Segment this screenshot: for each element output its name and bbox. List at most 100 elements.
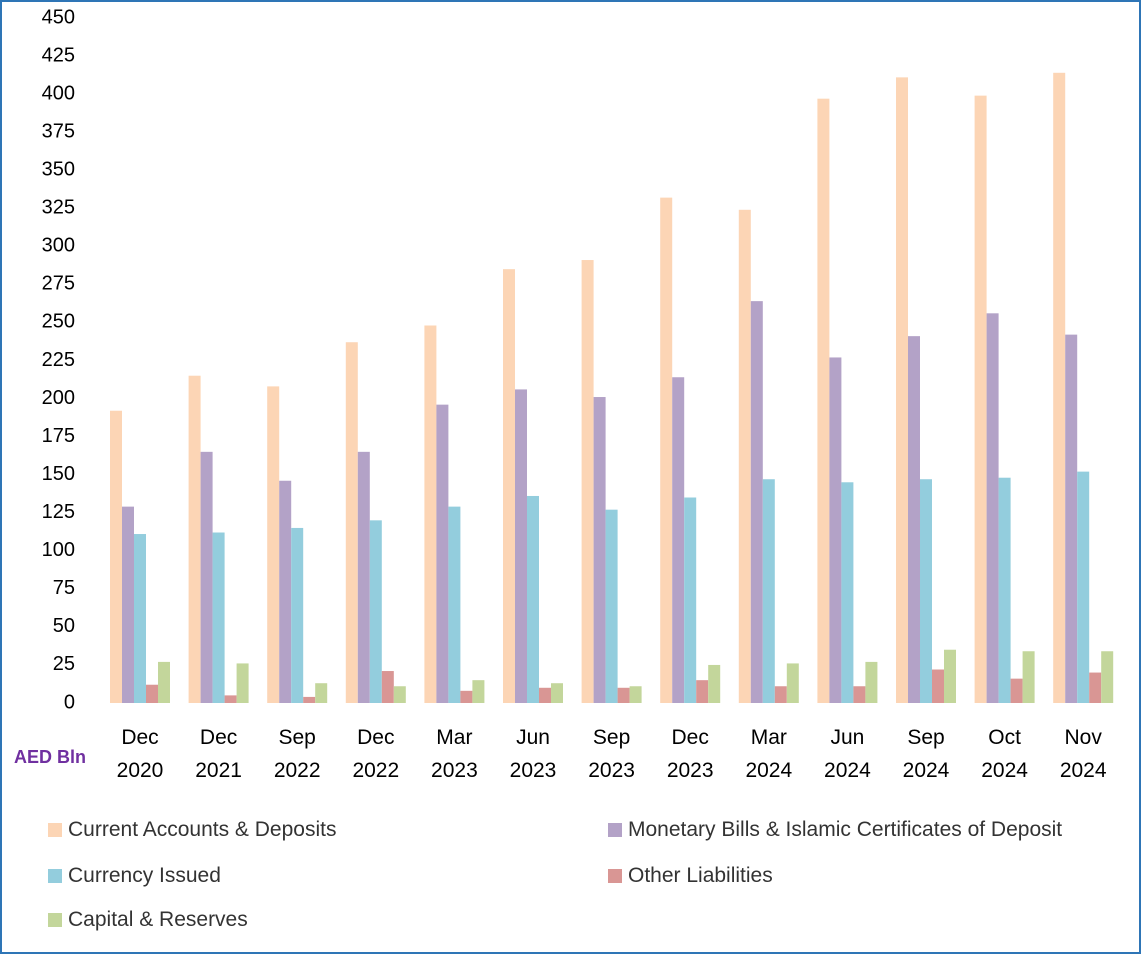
bar <box>381 671 394 703</box>
y-tick-label: 100 <box>42 539 75 561</box>
bar <box>393 686 406 703</box>
y-tick-label: 300 <box>42 235 75 257</box>
bar <box>853 686 866 703</box>
y-tick-label: 0 <box>64 691 75 713</box>
x-tick-label: Sep 2024 <box>902 726 950 782</box>
bar <box>817 98 830 703</box>
bar <box>762 479 775 703</box>
bar <box>436 404 449 703</box>
y-tick-label: 425 <box>42 44 75 66</box>
legend-item: Current Accounts & Deposits <box>48 818 336 842</box>
legend-label: Current Accounts & Deposits <box>68 818 337 841</box>
bar <box>841 482 854 703</box>
legend-item: Currency Issued <box>48 864 221 888</box>
y-tick-label: 150 <box>42 463 75 485</box>
bar <box>460 690 473 703</box>
y-tick-label: 400 <box>42 82 75 104</box>
bar <box>774 686 787 703</box>
bar <box>1010 678 1023 703</box>
bar <box>829 357 842 703</box>
x-tick-label: Jun 2023 <box>509 726 557 782</box>
bar <box>617 687 630 703</box>
y-tick-label: 350 <box>42 159 75 181</box>
bar <box>581 260 594 703</box>
bar <box>200 451 213 703</box>
bar <box>134 534 146 703</box>
y-axis-label: AED Bln <box>14 747 86 767</box>
bar <box>629 686 642 703</box>
legend-swatch <box>608 869 622 883</box>
legend-label: Capital & Reserves <box>68 908 248 931</box>
x-tick-label: Sep 2022 <box>273 726 321 782</box>
legend-swatch <box>48 823 62 837</box>
bar <box>896 77 908 703</box>
x-tick-label: Sep 2023 <box>588 726 635 782</box>
legend-label: Currency Issued <box>68 864 221 887</box>
bar <box>291 527 304 703</box>
bar <box>267 386 280 703</box>
bar <box>303 696 316 703</box>
y-tick-label: 75 <box>53 577 75 599</box>
bar <box>1089 672 1102 703</box>
bar <box>448 506 461 703</box>
bar <box>920 479 932 703</box>
bar <box>1053 72 1066 704</box>
bar <box>279 480 292 703</box>
bar <box>660 197 673 703</box>
x-tick-label: Dec 2020 <box>116 726 164 782</box>
bar <box>684 497 697 703</box>
bar <box>236 663 249 703</box>
y-tick-label: 175 <box>42 425 75 447</box>
legend-item: Monetary Bills & Islamic Certificates of… <box>608 818 1062 842</box>
legend-item: Other Liabilities <box>608 864 773 888</box>
bar <box>998 477 1011 703</box>
legend-item: Capital & Reserves <box>48 908 248 932</box>
bar <box>503 269 515 703</box>
x-tick-label: Mar 2023 <box>431 726 478 782</box>
bar <box>527 495 539 703</box>
bar <box>369 520 382 703</box>
y-tick-label: 200 <box>42 387 75 409</box>
x-tick-label: Jun 2024 <box>824 726 871 782</box>
bar <box>786 663 799 703</box>
bar <box>158 661 170 703</box>
x-tick-label: Dec 2022 <box>352 726 400 782</box>
legend-label: Other Liabilities <box>628 864 773 887</box>
bar <box>472 680 485 703</box>
y-tick-label: 250 <box>42 311 75 333</box>
bar <box>146 684 158 703</box>
y-tick-label: 25 <box>53 653 75 675</box>
bar <box>315 683 328 703</box>
bar <box>708 664 721 703</box>
bar <box>593 397 606 703</box>
y-tick-label: 375 <box>42 120 75 142</box>
bar <box>605 509 618 703</box>
y-tick-label: 50 <box>53 615 75 637</box>
bar <box>551 683 563 703</box>
bar <box>932 669 944 703</box>
bar <box>424 325 437 703</box>
bar <box>357 451 370 703</box>
y-tick-label: 225 <box>42 349 75 371</box>
bar <box>750 301 763 703</box>
x-tick-label: Oct 2024 <box>981 726 1028 782</box>
legend-swatch <box>48 913 62 927</box>
bar <box>1077 471 1090 703</box>
bar <box>515 389 527 703</box>
x-tick-label: Mar 2024 <box>745 726 793 782</box>
x-tick-label: Dec 2021 <box>195 726 242 782</box>
y-tick-label: 275 <box>42 273 75 295</box>
bar <box>944 649 956 703</box>
x-tick-label: Dec 2023 <box>666 726 714 782</box>
bar <box>696 680 709 703</box>
bar <box>1022 651 1035 703</box>
y-tick-label: 450 <box>42 6 75 28</box>
x-tick-label: Nov 2024 <box>1059 726 1107 782</box>
bar <box>908 336 920 703</box>
bar <box>539 687 551 703</box>
bar <box>974 95 987 704</box>
y-tick-label: 325 <box>42 197 75 219</box>
bar <box>1065 334 1078 703</box>
